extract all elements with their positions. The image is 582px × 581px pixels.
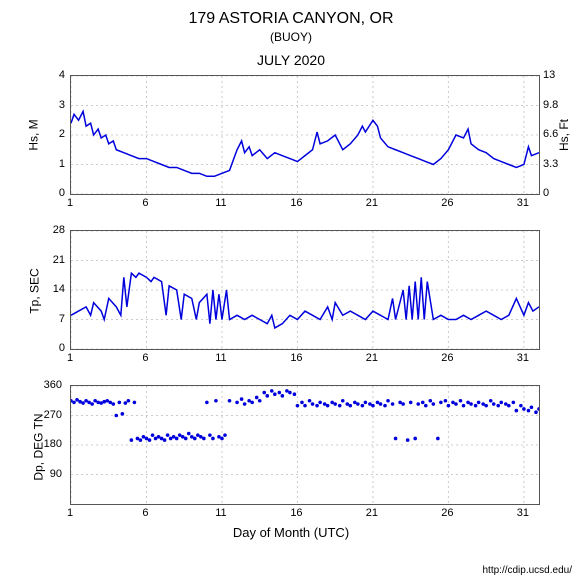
- tick-label: 31: [517, 197, 529, 209]
- tick-label: 270: [37, 409, 62, 421]
- tick-label: 11: [215, 352, 226, 364]
- tick-label: 0: [40, 342, 65, 354]
- tick-label: 180: [37, 438, 62, 450]
- main-title: 179 ASTORIA CANYON, OR: [0, 10, 582, 28]
- tick-label: 90: [37, 468, 62, 480]
- tick-label: 6.6: [543, 128, 558, 140]
- chart1-ylabel-left: Hs, M: [27, 119, 41, 150]
- tick-label: 11: [215, 197, 226, 209]
- tick-label: 6: [142, 197, 148, 209]
- tick-label: 11: [215, 507, 226, 519]
- tick-label: 0: [543, 187, 549, 199]
- chart2-tp: [70, 230, 540, 350]
- tick-label: 3: [40, 99, 65, 111]
- tick-label: 4: [40, 69, 65, 81]
- chart-container: 179 ASTORIA CANYON, OR (BUOY) JULY 2020 …: [0, 0, 582, 581]
- tick-label: 6: [142, 507, 148, 519]
- tick-label: 9.8: [543, 99, 558, 111]
- tick-label: 360: [37, 379, 62, 391]
- tick-label: 6: [142, 352, 148, 364]
- tick-label: 28: [40, 224, 65, 236]
- chart3-dp: [70, 385, 540, 505]
- credit-url: http://cdip.ucsd.edu/: [482, 565, 572, 576]
- tick-label: 1: [67, 197, 73, 209]
- tick-label: 14: [40, 283, 65, 295]
- tick-label: 0: [40, 187, 65, 199]
- tick-label: 21: [40, 254, 65, 266]
- tick-label: 26: [441, 352, 453, 364]
- tick-label: 1: [40, 158, 65, 170]
- tick-label: 26: [441, 507, 453, 519]
- tick-label: 3.3: [543, 158, 558, 170]
- tick-label: 31: [517, 352, 529, 364]
- tick-label: 1: [67, 507, 73, 519]
- x-axis-label: Day of Month (UTC): [0, 525, 582, 540]
- subtitle: (BUOY): [0, 30, 582, 44]
- tick-label: 26: [441, 197, 453, 209]
- tick-label: 21: [366, 197, 378, 209]
- tick-label: 21: [366, 507, 378, 519]
- tick-label: 7: [40, 313, 65, 325]
- tick-label: 16: [290, 507, 302, 519]
- chart1-ylabel-right: Hs, Ft: [557, 119, 571, 151]
- tick-label: 16: [290, 352, 302, 364]
- month-label: JULY 2020: [0, 52, 582, 68]
- tick-label: 16: [290, 197, 302, 209]
- chart1-hs: [70, 75, 540, 195]
- tick-label: 21: [366, 352, 378, 364]
- tick-label: 31: [517, 507, 529, 519]
- tick-label: 2: [40, 128, 65, 140]
- tick-label: 1: [67, 352, 73, 364]
- tick-label: 13: [543, 69, 555, 81]
